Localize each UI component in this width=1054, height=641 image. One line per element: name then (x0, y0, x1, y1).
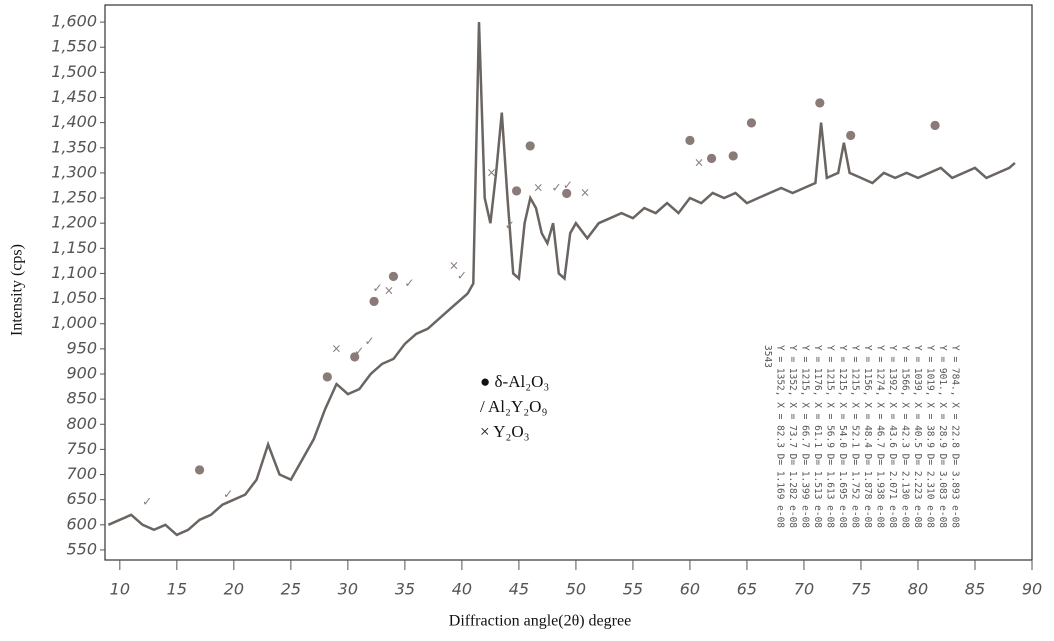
peak-marker: ● (511, 183, 521, 197)
y-tick-label: 950 (66, 338, 97, 357)
peak-table-line: Y = 1156, X = 48.4 D= 1.878 e-08 (862, 345, 873, 528)
y-tick-label: 1,600 (51, 12, 97, 31)
peak-table-line: Y = 1215, X = 56.9 D= 1.613 e-08 (825, 345, 836, 528)
peak-marker: ● (845, 128, 855, 142)
x-tick-label: 35 (395, 580, 415, 599)
y-tick-label: 1,500 (51, 62, 97, 81)
peak-marker: ✓ (372, 281, 382, 295)
y-tick-label: 1,300 (51, 162, 97, 181)
y-tick-label: 800 (66, 414, 97, 433)
peak-marker: ● (194, 462, 204, 476)
peak-marker: ✓ (551, 180, 561, 194)
x-tick-label: 85 (965, 580, 985, 599)
peak-table-line: Y = 1215, X = 66.7 D= 1.399 e-08 (800, 345, 811, 528)
y-tick-label: 1,200 (51, 213, 97, 232)
peak-marker: ● (349, 349, 359, 363)
peak-table-line: Y = 1215, X = 52.1 D= 1.752 e-08 (850, 345, 861, 528)
x-tick-label: 75 (851, 580, 871, 599)
x-tick-label: 20 (224, 580, 244, 599)
peak-table-line: Y = 1274, X = 46.7 D= 1.938 e-08 (875, 345, 886, 528)
y-tick-label: 1,450 (51, 87, 97, 106)
y-tick-label: 1,350 (51, 137, 97, 156)
x-tick-label: 55 (623, 580, 643, 599)
x-tick-label: 30 (338, 580, 358, 599)
peak-table-line: Y = 1392, X = 43.6 D= 2.071 e-08 (887, 345, 898, 528)
y-tick-label: 650 (66, 489, 97, 508)
peak-marker: × (580, 186, 590, 200)
peak-marker: × (487, 165, 497, 179)
peak-marker: ✓ (223, 487, 233, 501)
peak-table-line: Y = 1566, X = 42.3 D= 2.130 e-08 (900, 345, 911, 528)
spectrum-line (107, 22, 1016, 537)
legend-entry: × Y₂O₃ (480, 422, 530, 441)
y-tick-label: 750 (66, 439, 97, 458)
peak-table-line: Y = 1019, X = 38.9 D= 2.310 e-08 (925, 345, 936, 528)
peak-marker: ● (930, 118, 940, 132)
y-tick-label: 600 (66, 514, 97, 533)
peak-marker: ● (746, 115, 756, 129)
peak-marker: ✓ (563, 178, 573, 192)
y-tick-label: 1,550 (51, 37, 97, 56)
x-tick-label: 25 (281, 580, 301, 599)
peak-table-line: Y = 1039, X = 40.5 D= 2.223 e-08 (912, 345, 923, 528)
x-tick-label: 15 (167, 580, 187, 599)
peak-marker: ● (728, 148, 738, 162)
peak-marker: ● (685, 133, 695, 147)
peak-table-line: Y = 1352, X = 82.3 D= 1.169 e-08 (775, 345, 786, 528)
peak-marker: ● (369, 294, 379, 308)
peak-marker: × (449, 258, 459, 272)
legend-entry: ● δ-Al₂O₃ (480, 372, 549, 391)
x-tick-label: 50 (566, 580, 586, 599)
y-tick-label: 850 (66, 389, 97, 408)
x-tick-label: 45 (509, 580, 529, 599)
peak-marker: × (694, 155, 704, 169)
peak-marker: ✓ (404, 276, 414, 290)
peak-marker: × (384, 284, 394, 298)
x-tick-label: 90 (1022, 580, 1042, 599)
y-tick-label: 1,050 (51, 288, 97, 307)
peak-marker: ● (562, 186, 572, 200)
peak-table-line: Y = 1215, X = 54.0 D= 1.695 e-08 (837, 345, 848, 528)
peak-marker: × (331, 341, 341, 355)
x-tick-label: 10 (110, 580, 130, 599)
x-axis-label: Diffraction angle(2θ) degree (449, 613, 631, 630)
y-tick-label: 900 (66, 363, 97, 382)
y-tick-label: 550 (66, 539, 97, 558)
x-tick-label: 70 (794, 580, 814, 599)
x-tick-label: 80 (908, 580, 928, 599)
peak-marker: ✓ (142, 495, 152, 509)
y-tick-label: 1,100 (51, 263, 97, 282)
y-tick-label: 1,400 (51, 112, 97, 131)
peak-table-line: Y = 1352, X = 73.7 D= 1.282 e-08 (787, 345, 798, 528)
legend-entry: / Al₂Y₂O₉ (480, 397, 547, 416)
peak-marker: ● (815, 95, 825, 109)
peak-marker: ✓ (457, 268, 467, 282)
peak-marker: ✓ (365, 334, 375, 348)
peak-table-line: Y = 901., X = 28.9 D= 3.083 e-08 (937, 345, 948, 528)
peak-marker: ● (322, 369, 332, 383)
peak-table-line: 3543 (762, 345, 773, 368)
peak-table-line: Y = 1176, X = 61.1 D= 1.513 e-08 (812, 345, 823, 528)
peak-marker: ✓ (354, 344, 364, 358)
x-tick-label: 60 (680, 580, 700, 599)
peak-marker: ● (706, 150, 716, 164)
plot-frame (104, 4, 1033, 561)
peak-marker: ✓ (505, 218, 515, 232)
x-tick-label: 40 (452, 580, 472, 599)
x-tick-label: 65 (737, 580, 757, 599)
peak-marker: ● (388, 268, 398, 282)
y-tick-label: 1,250 (51, 188, 97, 207)
peak-marker: ● (525, 138, 535, 152)
peak-marker: × (533, 180, 543, 194)
peak-table-line: Y = 784., X = 22.8 D= 3.893 e-08 (950, 345, 961, 528)
y-tick-label: 1,000 (51, 313, 97, 332)
y-axis-label: Intensity (cps) (9, 244, 26, 336)
y-tick-label: 1,150 (51, 238, 97, 257)
y-tick-label: 700 (66, 464, 97, 483)
